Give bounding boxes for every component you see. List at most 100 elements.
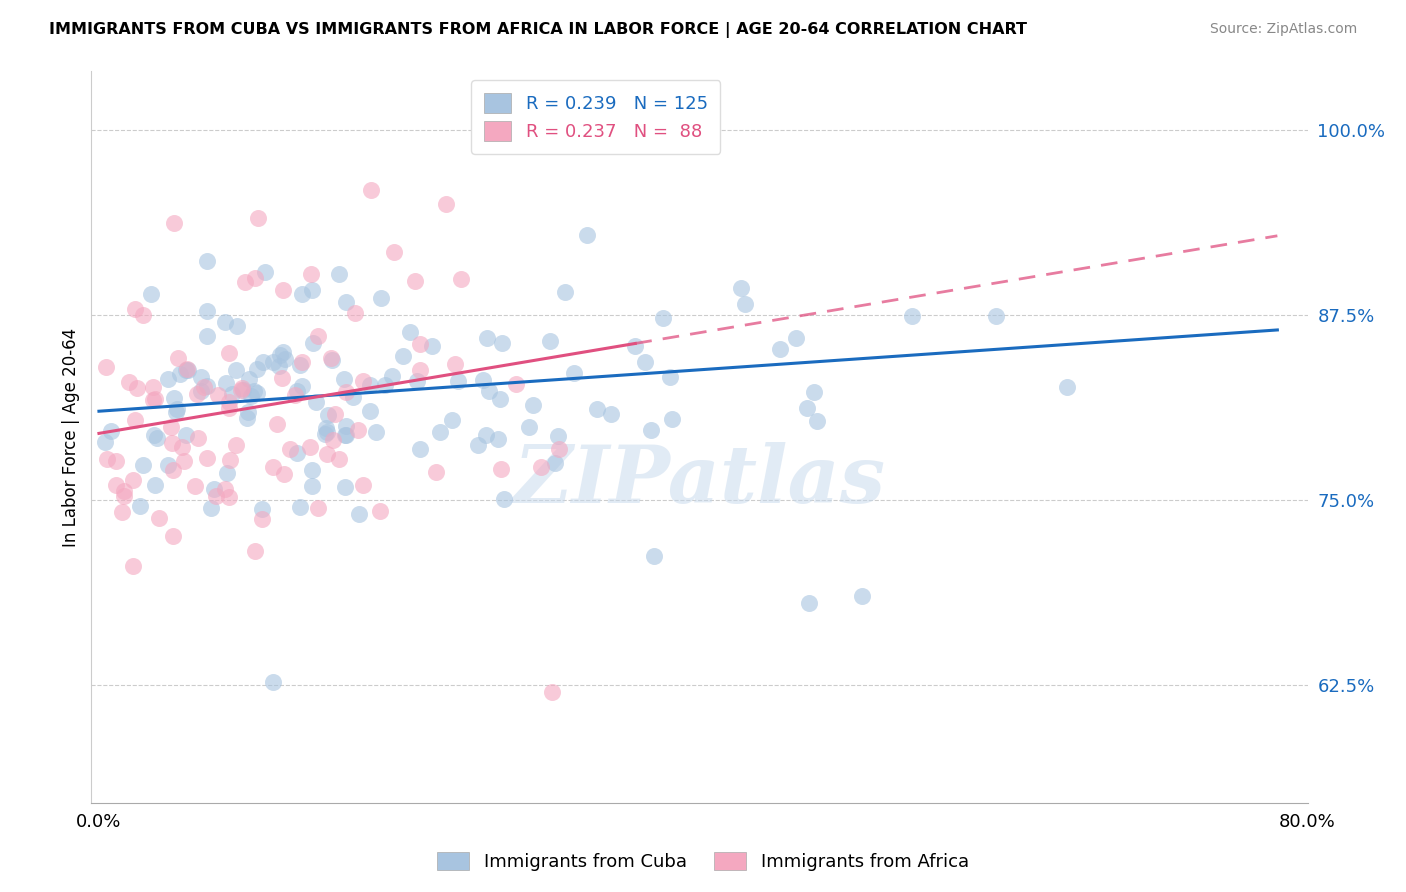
Point — [640, 424, 662, 438]
Point — [291, 378, 314, 392]
Point — [233, 275, 256, 289]
Point — [347, 423, 370, 437]
Point — [218, 346, 240, 360]
Point — [202, 483, 225, 497]
Point — [170, 440, 193, 454]
Point — [243, 271, 266, 285]
Point — [319, 351, 342, 366]
Point — [177, 362, 200, 376]
Point — [360, 183, 382, 197]
Point — [240, 389, 263, 403]
Point — [491, 335, 513, 350]
Point — [231, 381, 253, 395]
Point — [176, 427, 198, 442]
Point — [344, 306, 367, 320]
Point — [195, 450, 218, 465]
Point — [143, 428, 166, 442]
Point — [221, 387, 243, 401]
Point — [271, 345, 294, 359]
Point — [218, 490, 240, 504]
Point — [359, 404, 381, 418]
Point — [200, 501, 222, 516]
Point — [195, 379, 218, 393]
Point — [186, 386, 208, 401]
Point — [163, 392, 186, 406]
Point — [288, 500, 311, 514]
Point — [335, 427, 357, 442]
Point — [517, 419, 540, 434]
Point — [114, 484, 136, 499]
Point — [215, 467, 238, 481]
Point — [446, 374, 468, 388]
Point — [270, 370, 292, 384]
Text: Source: ZipAtlas.com: Source: ZipAtlas.com — [1209, 22, 1357, 37]
Legend: Immigrants from Cuba, Immigrants from Africa: Immigrants from Cuba, Immigrants from Af… — [430, 845, 976, 879]
Point — [218, 401, 240, 415]
Point — [301, 463, 323, 477]
Point — [530, 459, 553, 474]
Point — [486, 432, 509, 446]
Point — [132, 308, 155, 322]
Point — [195, 329, 218, 343]
Point — [176, 362, 198, 376]
Point — [96, 359, 118, 374]
Point — [252, 355, 274, 369]
Point — [475, 331, 498, 345]
Point — [195, 304, 218, 318]
Point — [225, 363, 247, 377]
Point — [328, 267, 350, 281]
Point — [429, 425, 451, 439]
Point — [105, 478, 128, 492]
Point — [984, 309, 1007, 323]
Point — [193, 379, 215, 393]
Point — [599, 408, 621, 422]
Point — [121, 558, 143, 573]
Point — [562, 367, 585, 381]
Point — [851, 589, 873, 603]
Point — [322, 433, 344, 447]
Point — [505, 377, 527, 392]
Point — [643, 549, 665, 563]
Point — [127, 381, 149, 395]
Point — [370, 291, 392, 305]
Point — [245, 543, 267, 558]
Point — [250, 512, 273, 526]
Point — [624, 339, 647, 353]
Point — [315, 447, 337, 461]
Point — [494, 492, 516, 507]
Point — [105, 454, 128, 468]
Point — [381, 369, 404, 384]
Point — [547, 429, 569, 443]
Point — [271, 283, 294, 297]
Point — [225, 438, 247, 452]
Point — [269, 359, 291, 373]
Point — [364, 425, 387, 439]
Point — [273, 467, 295, 482]
Point — [436, 197, 458, 211]
Point — [94, 434, 117, 449]
Point — [284, 388, 307, 402]
Point — [425, 465, 447, 479]
Point — [422, 339, 444, 353]
Point — [661, 412, 683, 426]
Point — [96, 452, 118, 467]
Point — [328, 451, 350, 466]
Point — [335, 419, 357, 434]
Point — [321, 352, 343, 367]
Point — [285, 445, 308, 459]
Point — [576, 227, 599, 242]
Point — [167, 351, 190, 365]
Point — [342, 390, 364, 404]
Point — [730, 281, 752, 295]
Point — [335, 294, 357, 309]
Point — [132, 458, 155, 472]
Point — [250, 501, 273, 516]
Point — [215, 376, 238, 390]
Point — [298, 440, 321, 454]
Point — [162, 529, 184, 543]
Point — [478, 384, 501, 399]
Point — [444, 357, 467, 371]
Point — [399, 325, 422, 339]
Point — [472, 372, 495, 386]
Point — [797, 596, 820, 610]
